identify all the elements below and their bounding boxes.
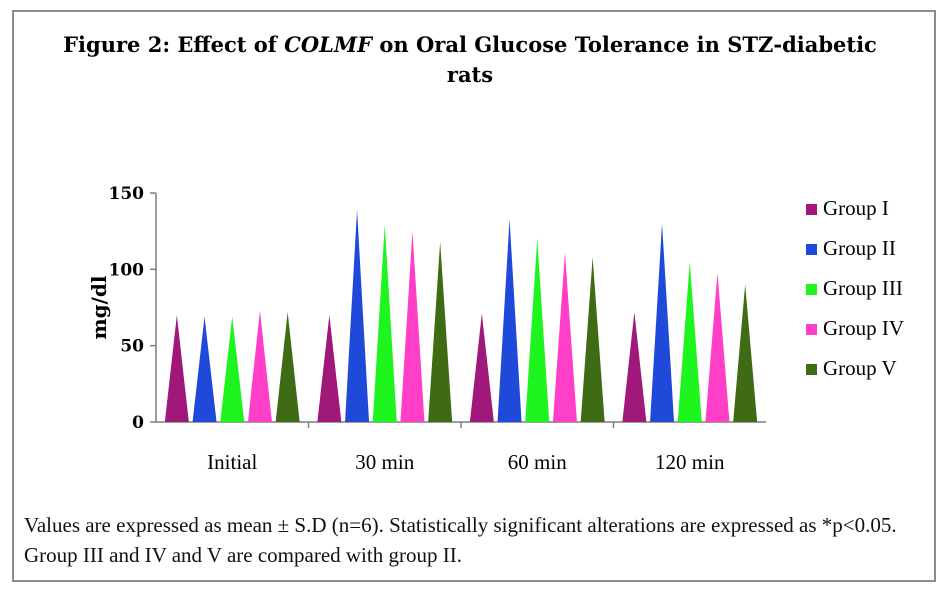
y-tick-label: 0 [132, 413, 144, 433]
x-tick-label: Initial [207, 450, 257, 474]
bar-group-i-60-min [469, 313, 494, 422]
y-tick-label: 100 [109, 260, 145, 280]
bar-group-ii-30-min [345, 209, 370, 422]
title-suffix: on Oral Glucose Tolerance in STZ-diabeti… [372, 32, 877, 87]
legend-label: Group III [823, 276, 903, 300]
legend-label: Group IV [823, 316, 904, 340]
y-tick-label: 150 [109, 184, 145, 204]
legend-swatch [806, 244, 817, 255]
bar-group-v-120-min [733, 284, 758, 422]
bar-group-ii-60-min [497, 218, 522, 422]
chart-svg: 0 50 100 150 mg/dl Initial 30 min 60 min 120 min… [87, 184, 904, 474]
bar-group-iv-30-min [400, 231, 425, 422]
legend-swatch [806, 324, 817, 335]
legend-label: Group V [823, 356, 897, 380]
legend: Group I Group II Group III Group IV Group V [806, 196, 904, 380]
legend-swatch [806, 204, 817, 215]
legend-swatch [806, 284, 817, 295]
bar-group-i-initial [164, 315, 189, 422]
chart-title: Figure 2: Effect of COLMF on Oral Glucos… [40, 30, 900, 90]
x-tick-label: 30 min [355, 450, 414, 474]
figure-frame [12, 10, 936, 582]
legend-label: Group I [823, 196, 889, 220]
y-tick-label: 50 [120, 337, 144, 357]
footnote: Values are expressed as mean ± S.D (n=6)… [24, 513, 897, 567]
x-tick-label: 120 min [655, 450, 725, 474]
bar-group-v-initial [275, 312, 300, 422]
title-prefix: Figure 2: Effect of [63, 32, 285, 57]
bar-group-iii-120-min [677, 261, 702, 422]
title-emphasis: COLMF [284, 32, 373, 57]
bar-group-ii-initial [192, 316, 217, 422]
bar-group-iv-120-min [705, 272, 730, 422]
bar-group-iv-60-min [552, 252, 577, 422]
bar-group-iii-30-min [372, 225, 397, 422]
bar-group-iv-initial [247, 310, 272, 422]
x-tick-label: 60 min [508, 450, 567, 474]
y-axis-label: mg/dl [87, 275, 111, 339]
bar-group-v-30-min [428, 241, 453, 422]
bar-group-v-60-min [580, 257, 605, 422]
bar-group-i-120-min [622, 312, 647, 422]
bar-group-iii-60-min [525, 238, 550, 422]
bar-group-i-30-min [317, 315, 342, 422]
legend-label: Group II [823, 236, 896, 260]
legend-swatch [806, 364, 817, 375]
bar-group-ii-120-min [650, 223, 675, 422]
bars [164, 209, 758, 422]
bar-group-iii-initial [220, 316, 245, 422]
